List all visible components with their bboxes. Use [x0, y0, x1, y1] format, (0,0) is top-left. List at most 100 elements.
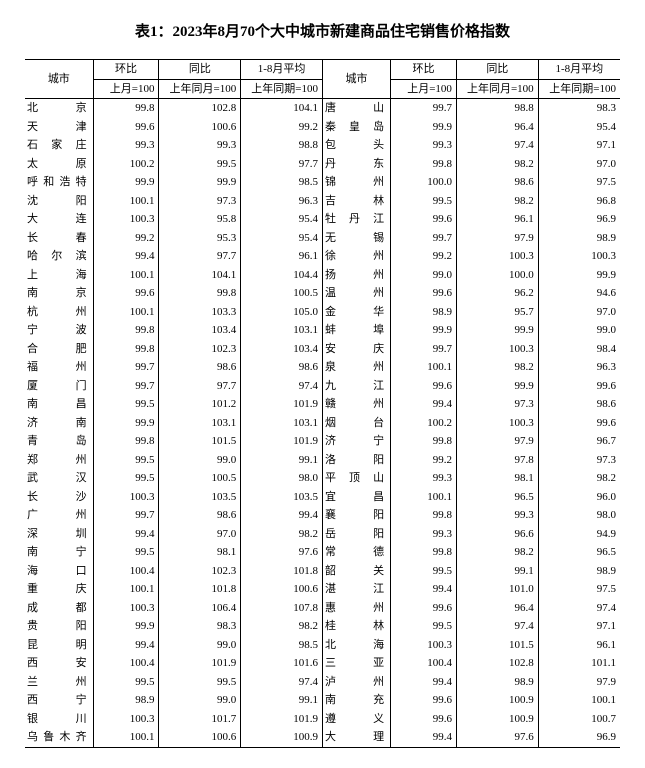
num-cell: 100.1 [93, 192, 159, 211]
num-cell: 99.5 [93, 451, 159, 470]
num-cell: 99.6 [391, 710, 457, 729]
num-cell: 103.5 [241, 488, 323, 507]
city-cell: 赣 州 [322, 395, 390, 414]
table-row: 重 庆100.1101.8100.6湛 江99.4101.097.5 [25, 580, 620, 599]
table-row: 哈 尔 滨99.497.796.1徐 州99.2100.3100.3 [25, 247, 620, 266]
num-cell: 98.6 [456, 173, 538, 192]
num-cell: 99.7 [391, 229, 457, 248]
table-row: 深 圳99.497.098.2岳 阳99.396.694.9 [25, 525, 620, 544]
num-cell: 98.8 [241, 136, 323, 155]
num-cell: 99.1 [241, 691, 323, 710]
city-cell: 沈 阳 [25, 192, 93, 211]
num-cell: 97.0 [538, 155, 620, 174]
num-cell: 95.4 [241, 210, 323, 229]
num-cell: 101.7 [159, 710, 241, 729]
num-cell: 97.7 [159, 377, 241, 396]
hdr-avg-base-right: 上年同期=100 [538, 79, 620, 99]
num-cell: 94.9 [538, 525, 620, 544]
num-cell: 99.9 [538, 266, 620, 285]
num-cell: 99.9 [93, 414, 159, 433]
num-cell: 102.8 [159, 99, 241, 118]
num-cell: 97.4 [241, 377, 323, 396]
table-row: 济 南99.9103.1103.1烟 台100.2100.399.6 [25, 414, 620, 433]
num-cell: 98.2 [538, 469, 620, 488]
num-cell: 99.6 [391, 377, 457, 396]
num-cell: 102.3 [159, 340, 241, 359]
num-cell: 101.9 [241, 432, 323, 451]
city-cell: 金 华 [322, 303, 390, 322]
num-cell: 97.3 [159, 192, 241, 211]
num-cell: 100.7 [538, 710, 620, 729]
num-cell: 97.9 [456, 229, 538, 248]
num-cell: 94.6 [538, 284, 620, 303]
city-cell: 厦 门 [25, 377, 93, 396]
city-cell: 重 庆 [25, 580, 93, 599]
num-cell: 100.1 [391, 488, 457, 507]
city-cell: 上 海 [25, 266, 93, 285]
num-cell: 104.1 [241, 99, 323, 118]
num-cell: 100.5 [241, 284, 323, 303]
hdr-mom-base-left: 上月=100 [93, 79, 159, 99]
num-cell: 105.0 [241, 303, 323, 322]
num-cell: 100.1 [538, 691, 620, 710]
table-row: 南 昌99.5101.2101.9赣 州99.497.398.6 [25, 395, 620, 414]
table-row: 乌鲁木齐100.1100.6100.9大 理99.497.696.9 [25, 728, 620, 747]
num-cell: 96.4 [456, 599, 538, 618]
num-cell: 96.3 [241, 192, 323, 211]
num-cell: 98.3 [538, 99, 620, 118]
num-cell: 98.9 [391, 303, 457, 322]
table-row: 兰 州99.599.597.4泸 州99.498.997.9 [25, 673, 620, 692]
num-cell: 107.8 [241, 599, 323, 618]
num-cell: 99.9 [456, 321, 538, 340]
city-cell: 徐 州 [322, 247, 390, 266]
city-cell: 牡 丹 江 [322, 210, 390, 229]
city-cell: 石 家 庄 [25, 136, 93, 155]
table-row: 西 宁98.999.099.1南 充99.6100.9100.1 [25, 691, 620, 710]
num-cell: 99.7 [391, 340, 457, 359]
num-cell: 99.4 [93, 525, 159, 544]
num-cell: 97.9 [538, 673, 620, 692]
city-cell: 包 头 [322, 136, 390, 155]
num-cell: 99.6 [391, 210, 457, 229]
num-cell: 97.6 [241, 543, 323, 562]
num-cell: 100.4 [93, 654, 159, 673]
num-cell: 97.4 [538, 599, 620, 618]
table-row: 贵 阳99.998.398.2桂 林99.597.497.1 [25, 617, 620, 636]
num-cell: 103.4 [159, 321, 241, 340]
num-cell: 98.9 [538, 229, 620, 248]
num-cell: 104.1 [159, 266, 241, 285]
table-row: 南 宁99.598.197.6常 德99.898.296.5 [25, 543, 620, 562]
num-cell: 100.4 [391, 654, 457, 673]
num-cell: 100.3 [93, 488, 159, 507]
city-cell: 南 京 [25, 284, 93, 303]
num-cell: 96.9 [538, 728, 620, 747]
num-cell: 100.0 [391, 173, 457, 192]
num-cell: 99.9 [391, 321, 457, 340]
table-title: 表1：2023年8月70个大中城市新建商品住宅销售价格指数 [25, 20, 620, 41]
city-cell: 常 德 [322, 543, 390, 562]
num-cell: 95.3 [159, 229, 241, 248]
city-cell: 太 原 [25, 155, 93, 174]
city-cell: 郑 州 [25, 451, 93, 470]
num-cell: 96.1 [456, 210, 538, 229]
num-cell: 99.8 [391, 155, 457, 174]
num-cell: 100.2 [93, 155, 159, 174]
city-cell: 深 圳 [25, 525, 93, 544]
num-cell: 96.2 [456, 284, 538, 303]
city-cell: 锦 州 [322, 173, 390, 192]
num-cell: 99.7 [93, 377, 159, 396]
city-cell: 呼和浩特 [25, 173, 93, 192]
num-cell: 100.5 [159, 469, 241, 488]
num-cell: 97.0 [538, 303, 620, 322]
num-cell: 100.3 [391, 636, 457, 655]
city-cell: 洛 阳 [322, 451, 390, 470]
num-cell: 99.5 [391, 562, 457, 581]
city-cell: 惠 州 [322, 599, 390, 618]
num-cell: 99.8 [391, 543, 457, 562]
num-cell: 100.4 [93, 562, 159, 581]
city-cell: 平 顶 山 [322, 469, 390, 488]
num-cell: 99.6 [93, 118, 159, 137]
table-row: 大 连100.395.895.4牡 丹 江99.696.196.9 [25, 210, 620, 229]
num-cell: 95.7 [456, 303, 538, 322]
table-row: 合 肥99.8102.3103.4安 庆99.7100.398.4 [25, 340, 620, 359]
